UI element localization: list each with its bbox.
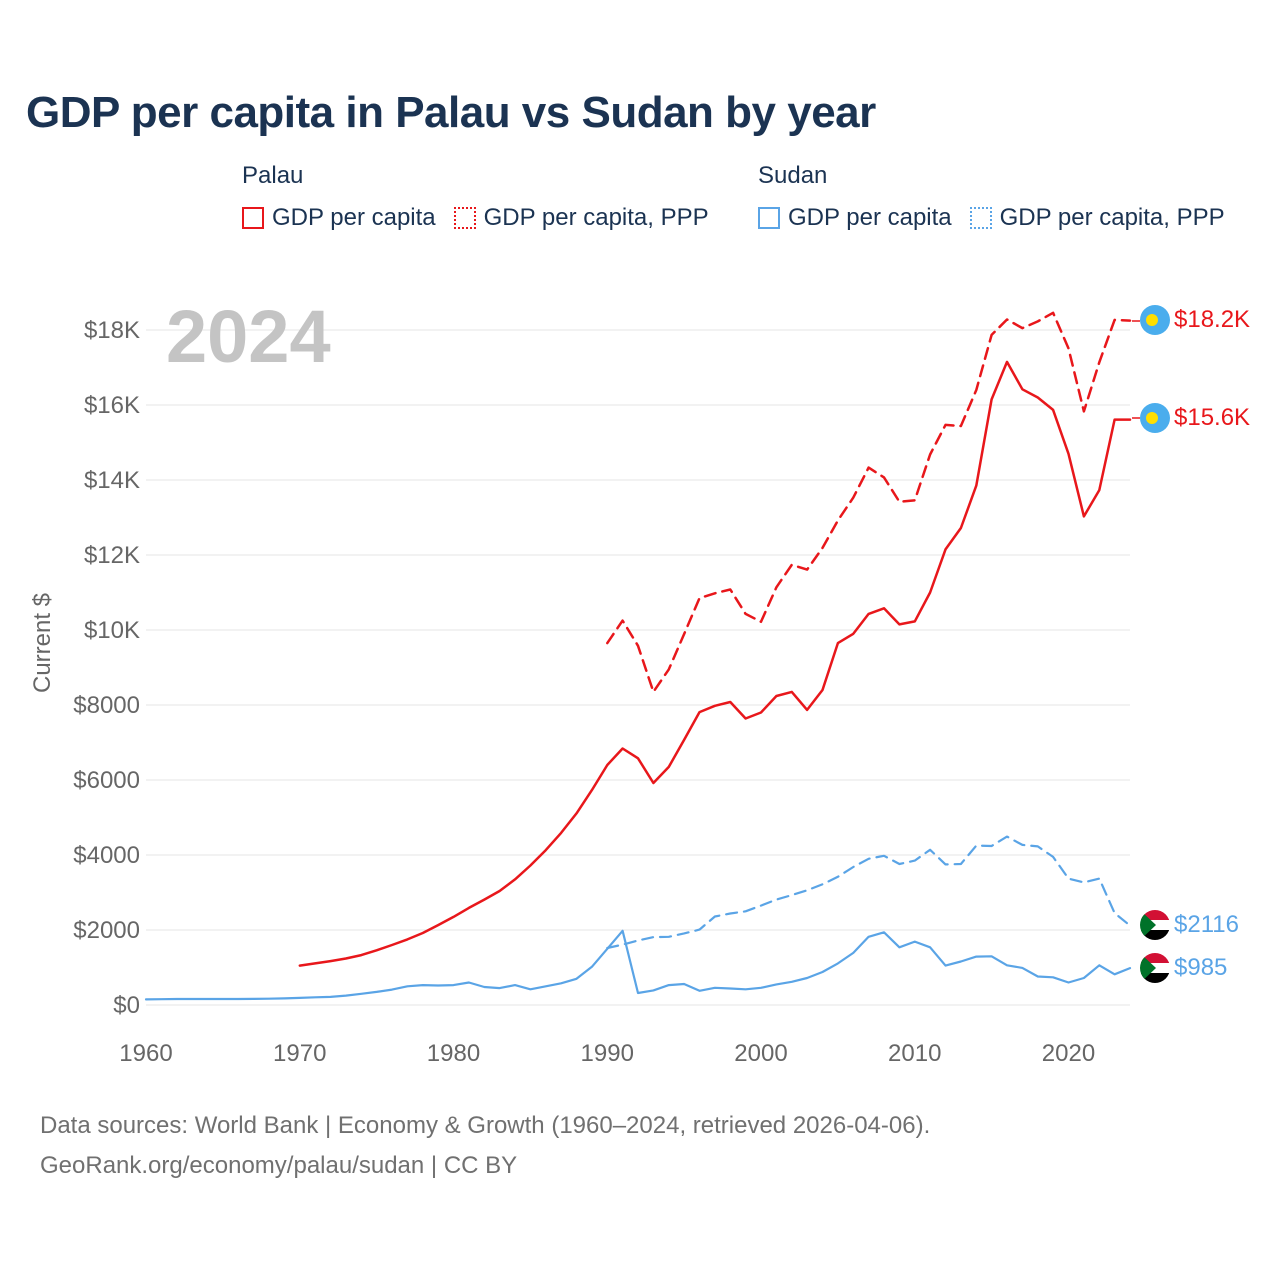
- chart-title: GDP per capita in Palau vs Sudan by year: [26, 88, 876, 137]
- legend-swatch-dotted: [969, 207, 992, 229]
- footer: Data sources: World Bank | Economy & Gro…: [40, 1106, 930, 1186]
- x-tick-label: 2010: [888, 1040, 941, 1067]
- y-tick-label: $4000: [73, 842, 140, 869]
- palau-flag-icon: [1140, 305, 1170, 335]
- legend-label: GDP per capita: [788, 204, 952, 231]
- attribution-link[interactable]: GeoRank.org/economy/palau/sudan | CC BY: [40, 1152, 518, 1179]
- legend-item-sudan-gdp[interactable]: GDP per capita: [758, 204, 952, 232]
- y-tick-label: $6000: [73, 767, 140, 794]
- series-line-sudan-gdp: [144, 929, 1132, 1001]
- legend-swatch-solid: [242, 207, 264, 229]
- series-line-palau-ppp: [606, 311, 1132, 694]
- y-tick-label: $16K: [84, 392, 140, 419]
- y-axis-label: Current $: [29, 593, 56, 693]
- y-tick-label: $18K: [84, 317, 140, 344]
- x-tick-label: 1960: [119, 1040, 172, 1067]
- legend-item-palau-ppp[interactable]: GDP per capita, PPP: [453, 204, 709, 232]
- x-tick-label: 1970: [273, 1040, 326, 1067]
- x-tick-label: 2000: [734, 1040, 787, 1067]
- y-tick-label: $8000: [73, 692, 140, 719]
- gridlines: [146, 329, 1130, 1006]
- y-tick-label: $14K: [84, 467, 140, 494]
- legend-item-sudan-ppp[interactable]: GDP per capita, PPP: [969, 204, 1225, 232]
- legend-swatch-dotted: [453, 207, 476, 229]
- series-lines: [144, 311, 1132, 1001]
- legend-label: GDP per capita: [272, 204, 436, 231]
- data-source-note: Data sources: World Bank | Economy & Gro…: [40, 1112, 931, 1139]
- y-axis-ticks: $0 $2000 $4000 $6000 $8000 $10K $12K $14K $16K $1…: [73, 317, 140, 1019]
- legend-group-palau: Palau GDP per capita GDP per capita, PPP: [242, 162, 709, 232]
- y-tick-label: $0: [113, 992, 140, 1019]
- series-line-sudan-ppp: [606, 835, 1132, 950]
- legend-label: GDP per capita, PPP: [999, 204, 1225, 231]
- legend-swatch-solid: [758, 207, 780, 229]
- y-tick-label: $10K: [84, 617, 140, 644]
- legend-group-sudan: Sudan GDP per capita GDP per capita, PPP: [758, 162, 1225, 232]
- line-chart: $0 $2000 $4000 $6000 $8000 $10K $12K $14K $16K $1…: [29, 295, 1250, 1067]
- end-markers: $18.2K $15.6K $2116 $985: [1132, 305, 1250, 983]
- legend-group-title: Sudan: [758, 162, 828, 189]
- series-line-palau-gdp: [298, 360, 1132, 967]
- sudan-flag-icon: [1140, 910, 1170, 940]
- sudan-flag-icon: [1140, 953, 1170, 983]
- y-tick-label: $2000: [73, 917, 140, 944]
- x-axis-ticks: 1960 1970 1980 1990 2000 2010 2020: [119, 1040, 1095, 1067]
- legend-label: GDP per capita, PPP: [483, 204, 709, 231]
- x-tick-label: 2020: [1042, 1040, 1095, 1067]
- end-label-sudan-gdp: $985: [1174, 954, 1227, 981]
- y-tick-label: $12K: [84, 542, 140, 569]
- legend-group-title: Palau: [242, 162, 304, 189]
- x-tick-label: 1990: [581, 1040, 634, 1067]
- end-label-sudan-ppp: $2116: [1174, 911, 1239, 938]
- x-tick-label: 1980: [427, 1040, 480, 1067]
- palau-flag-icon: [1140, 403, 1170, 433]
- legend-item-palau-gdp[interactable]: GDP per capita: [242, 204, 436, 232]
- end-label-palau-gdp: $15.6K: [1174, 404, 1250, 431]
- year-overlay: 2024: [166, 295, 331, 378]
- end-label-palau-ppp: $18.2K: [1174, 306, 1250, 333]
